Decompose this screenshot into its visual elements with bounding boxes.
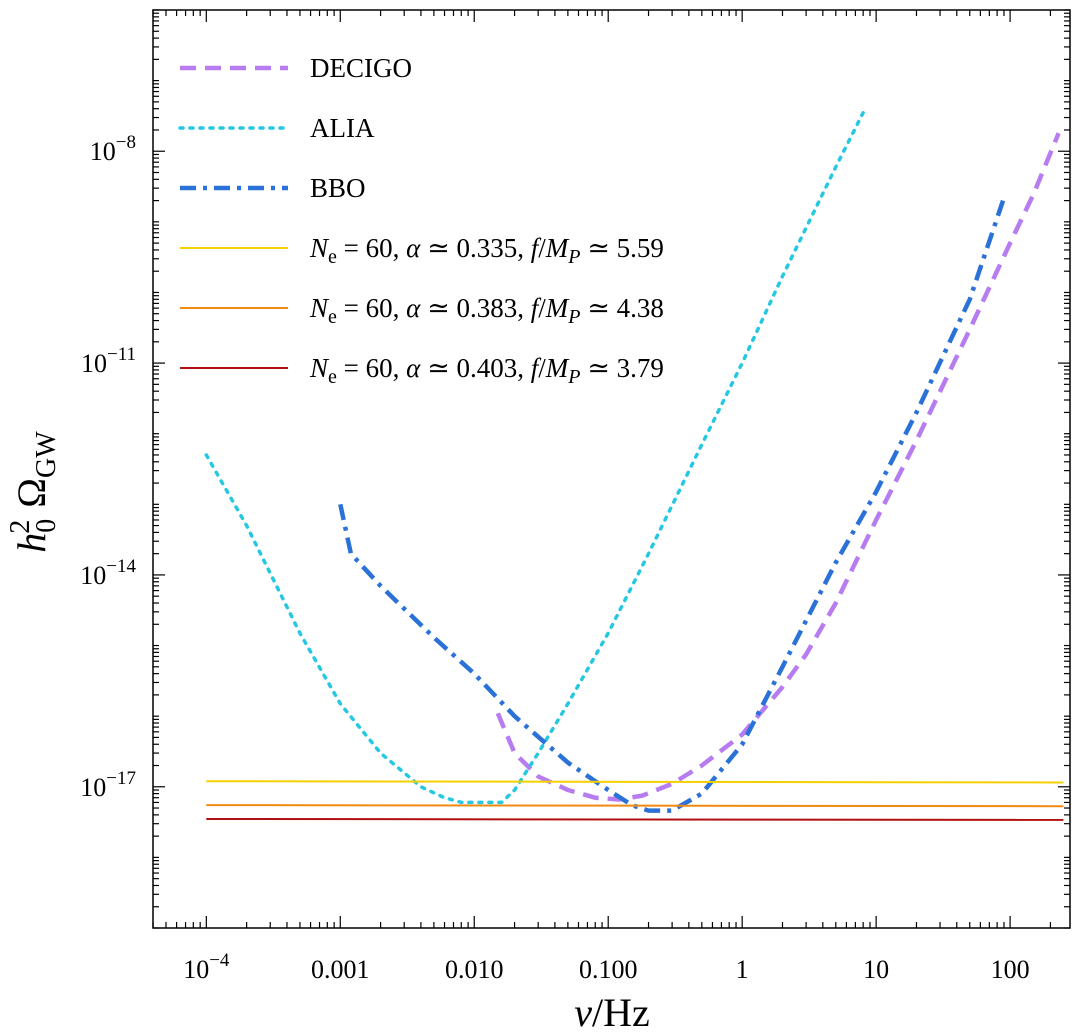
legend-label-5: Ne = 60, α ≃ 0.403, f/MP ≃ 3.79	[309, 353, 664, 388]
y-axis-label-h: h	[9, 533, 54, 553]
series-line-5	[206, 818, 1064, 821]
legend-label-4: Ne = 60, α ≃ 0.383, f/MP ≃ 4.38	[309, 293, 664, 328]
ticks-layer: 10−4 0.001 0.010 0.100 1 10 100 10−17 10−14 10−11…	[80, 9, 1070, 984]
x-axis-label-nu: ν	[574, 990, 592, 1034]
series-line-1	[204, 111, 865, 805]
series-line-3	[206, 780, 1064, 784]
series-layer	[204, 111, 1064, 821]
legend-label-0: DECIGO	[310, 53, 412, 83]
x-tick-label: 100	[991, 955, 1030, 984]
series-line-2	[338, 196, 1007, 813]
legend-label-1: ALIA	[310, 113, 375, 143]
y-axis-label-omega-sub: GW	[31, 431, 62, 478]
legend-label-3: Ne = 60, α ≃ 0.335, f/MP ≃ 5.59	[309, 233, 664, 268]
y-tick-label: 10−8	[90, 132, 136, 166]
series-line-4	[206, 804, 1064, 808]
x-tick-label: 10	[863, 955, 889, 984]
series-line-0	[495, 132, 1061, 802]
legend-label-2: BBO	[310, 173, 366, 203]
y-axis-label: h02 ΩGW	[5, 431, 62, 553]
y-tick-label: 10−11	[81, 344, 136, 378]
y-axis-label-sub: 0	[31, 519, 62, 533]
y-axis-label-sup: 2	[5, 520, 36, 534]
legend: DECIGO ALIA BBO Ne = 60, α ≃ 0.335, f/MP ≃ …	[178, 53, 664, 388]
y-tick-label: 10−14	[80, 556, 136, 590]
x-tick-label: 0.010	[445, 955, 504, 984]
x-tick-label: 0.100	[579, 955, 638, 984]
x-axis-label-unit: /Hz	[592, 990, 650, 1034]
x-tick-label: 10−4	[183, 950, 230, 984]
x-axis-label: ν/Hz	[574, 990, 650, 1034]
y-axis-label-omega: Ω	[9, 478, 54, 508]
x-tick-label: 0.001	[311, 955, 370, 984]
x-tick-label: 1	[736, 955, 749, 984]
plot-frame	[152, 9, 1071, 929]
y-tick-label: 10−17	[80, 768, 136, 802]
series-group	[204, 111, 1064, 821]
plot-border	[152, 9, 1071, 929]
